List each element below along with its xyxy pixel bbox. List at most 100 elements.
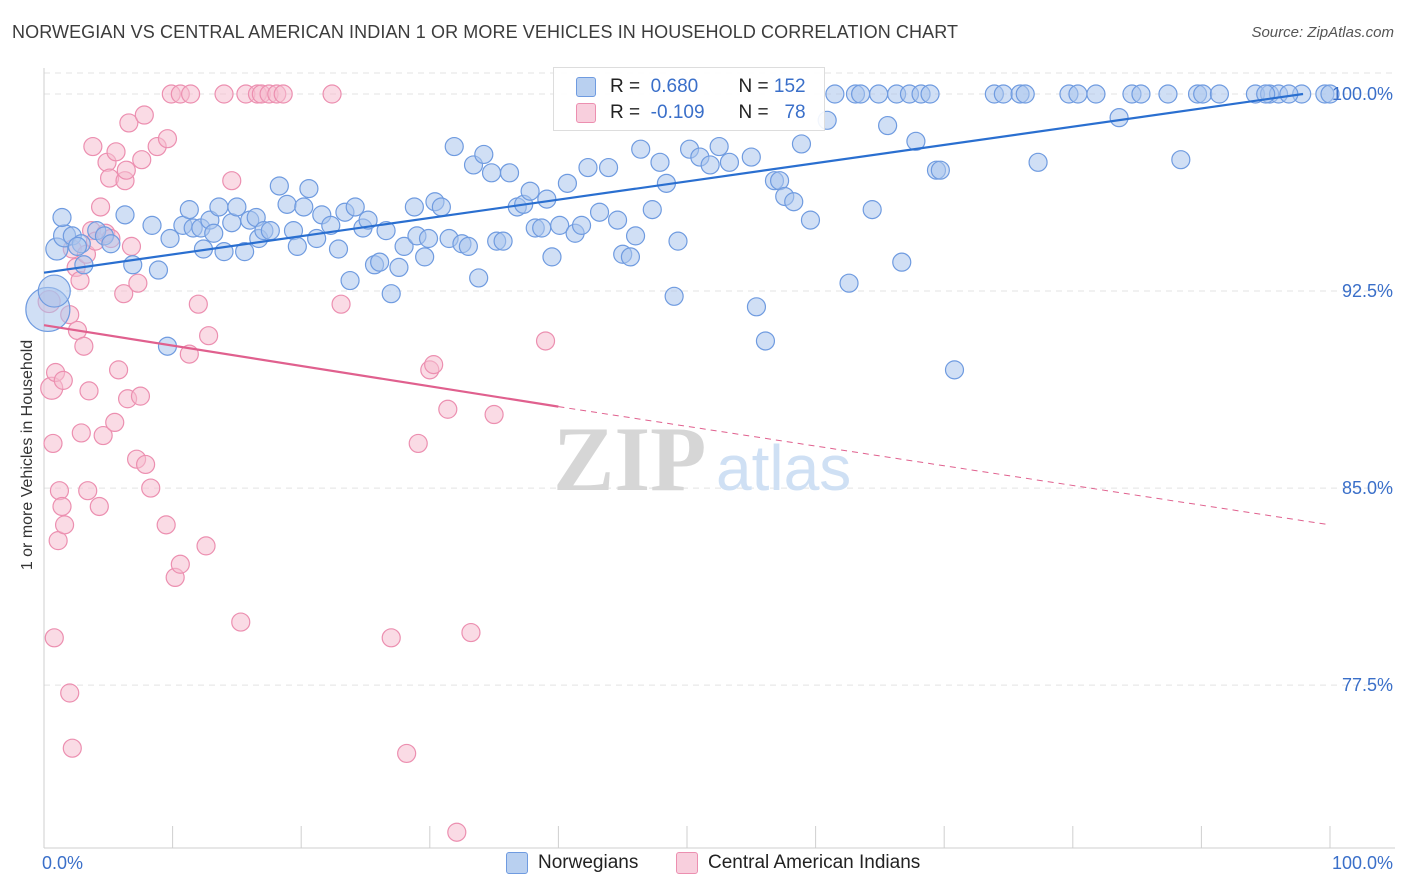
data-point [537, 189, 557, 209]
data-point [397, 743, 417, 764]
data-point [115, 205, 135, 225]
data-point [108, 360, 129, 380]
data-point [550, 215, 570, 235]
data-point [404, 197, 424, 217]
x-tick-label: 100.0% [1332, 853, 1393, 873]
data-point [345, 197, 365, 217]
data-point [631, 139, 651, 159]
data-point [755, 331, 776, 351]
data-point [418, 228, 439, 249]
data-point [83, 136, 103, 157]
data-point [589, 202, 610, 222]
data-point [79, 381, 99, 401]
data-point [1028, 152, 1048, 172]
watermark-zip: ZIP [553, 408, 706, 510]
data-point [60, 683, 80, 703]
data-point [196, 536, 216, 556]
data-point [106, 142, 126, 162]
data-point [394, 236, 414, 256]
data-point [227, 197, 247, 217]
data-point [741, 147, 761, 167]
data-point [53, 370, 73, 390]
legend-n-value: 152 [773, 76, 806, 97]
data-point [424, 355, 444, 375]
data-point [156, 515, 176, 535]
data-point [62, 738, 82, 758]
chart-title: NORWEGIAN VS CENTRAL AMERICAN INDIAN 1 O… [12, 22, 959, 42]
data-point [825, 84, 845, 104]
data-point [269, 176, 289, 196]
data-point [469, 268, 489, 288]
data-point [800, 210, 821, 230]
data-point [791, 134, 812, 154]
data-point [358, 210, 378, 230]
data-point [1068, 84, 1088, 104]
data-point [135, 454, 156, 475]
data-point [273, 84, 293, 104]
data-point [625, 226, 646, 246]
data-point [179, 200, 199, 220]
data-point [188, 294, 208, 314]
data-point [862, 200, 882, 220]
data-point [878, 115, 898, 136]
data-point [74, 336, 94, 356]
data-point [481, 163, 502, 183]
data-point [1131, 84, 1151, 104]
data-point [181, 84, 201, 104]
data-point [43, 433, 63, 454]
data-point [93, 425, 113, 446]
data-point [920, 84, 940, 104]
data-point [381, 284, 401, 304]
bottom-legend-label: Central American Indians [708, 852, 921, 873]
legend-r-value: 0.680 [650, 76, 699, 97]
watermark: ZIP atlas [553, 408, 851, 510]
data-point [376, 221, 396, 241]
legend-row-central-american-indians: R = -0.109 N = 78 [576, 100, 806, 126]
data-point [235, 242, 255, 262]
data-point [598, 157, 619, 178]
data-point [299, 178, 319, 199]
data-point [321, 215, 341, 235]
data-point [1158, 84, 1178, 104]
data-point [209, 197, 229, 217]
data-point [44, 628, 64, 648]
data-point [1109, 108, 1129, 128]
y-tick-label: 77.5% [1342, 675, 1393, 695]
data-point [328, 239, 349, 259]
data-point [438, 399, 458, 419]
data-point [49, 481, 70, 501]
trend-line-central-american-indians [43, 324, 559, 408]
data-point [231, 612, 251, 632]
y-tick-label: 100.0% [1332, 84, 1393, 104]
data-point [532, 218, 552, 238]
data-point [37, 274, 71, 308]
data-point [444, 136, 464, 157]
data-point [287, 236, 307, 256]
data-point [415, 247, 435, 267]
data-point [542, 247, 562, 267]
data-point [944, 360, 965, 380]
y-tick-label: 92.5% [1342, 281, 1393, 301]
legend-n-value: 78 [784, 102, 806, 123]
axes [43, 68, 1395, 849]
data-point [461, 622, 481, 643]
data-point [642, 200, 662, 220]
data-point [74, 255, 94, 275]
data-point [381, 628, 401, 648]
watermark-atlas: atlas [716, 432, 851, 504]
data-point [340, 270, 360, 291]
data-point [214, 84, 234, 104]
data-point [535, 331, 556, 351]
data-point [277, 194, 297, 214]
data-point [116, 160, 136, 180]
data-point [71, 423, 91, 443]
data-point [70, 270, 90, 291]
data-point [160, 228, 180, 249]
data-point [578, 157, 598, 178]
trend-line-extension [558, 406, 1331, 526]
data-point [222, 171, 242, 191]
y-tick-label: 85.0% [1342, 478, 1393, 498]
data-point [869, 84, 889, 104]
data-point [431, 197, 451, 217]
